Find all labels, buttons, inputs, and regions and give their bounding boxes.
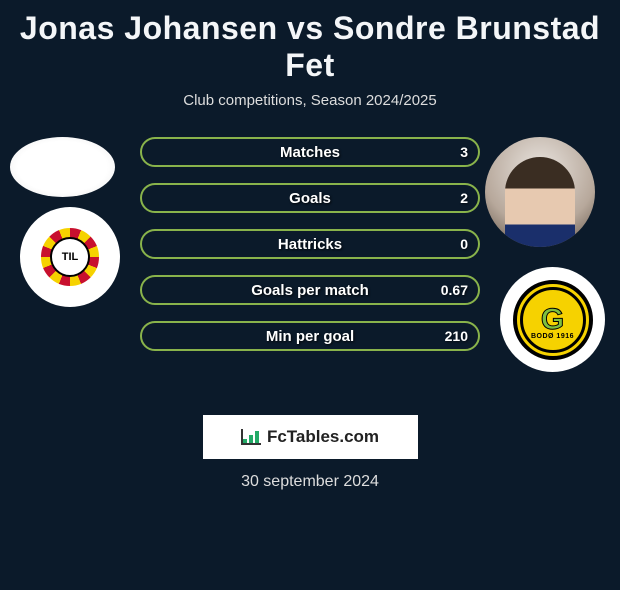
stat-value-right: 0 [460, 236, 468, 252]
stat-value-right: 2 [460, 190, 468, 206]
club-left-code: TIL [62, 251, 79, 263]
stat-value-right: 210 [445, 328, 468, 344]
stat-value-right: 3 [460, 144, 468, 160]
stat-row: Goals per match 0.67 [140, 275, 480, 305]
stat-row: Goals 2 [140, 183, 480, 213]
watermark: FcTables.com [203, 415, 418, 459]
stat-row: Min per goal 210 [140, 321, 480, 351]
til-badge-icon: TIL [35, 222, 105, 292]
stat-value-right: 0.67 [441, 282, 468, 298]
stat-row: Hattricks 0 [140, 229, 480, 259]
bodo-g-icon: G [541, 303, 564, 337]
page-title: Jonas Johansen vs Sondre Brunstad Fet [0, 10, 620, 84]
stat-label: Hattricks [278, 236, 342, 253]
subtitle: Club competitions, Season 2024/2025 [0, 92, 620, 109]
player-right-club-badge: G BODØ 1916 [500, 267, 605, 372]
stat-label: Matches [280, 144, 340, 161]
stat-label: Min per goal [266, 328, 354, 345]
bodo-badge-icon: G BODØ 1916 [513, 280, 593, 360]
chart-icon [241, 429, 261, 445]
player-left-club-badge: TIL [20, 207, 120, 307]
stat-label: Goals [289, 190, 331, 207]
stat-label: Goals per match [251, 282, 369, 299]
club-right-code: BODØ 1916 [531, 333, 574, 340]
comparison-panel: TIL G BODØ 1916 Matches 3 Goals 2 Hattri… [0, 137, 620, 397]
date-line: 30 september 2024 [0, 473, 620, 491]
player-left-avatar [10, 137, 115, 197]
stats-list: Matches 3 Goals 2 Hattricks 0 Goals per … [140, 137, 480, 351]
stat-row: Matches 3 [140, 137, 480, 167]
player-right-avatar [485, 137, 595, 247]
watermark-text: FcTables.com [267, 427, 379, 447]
face-icon [505, 157, 575, 247]
